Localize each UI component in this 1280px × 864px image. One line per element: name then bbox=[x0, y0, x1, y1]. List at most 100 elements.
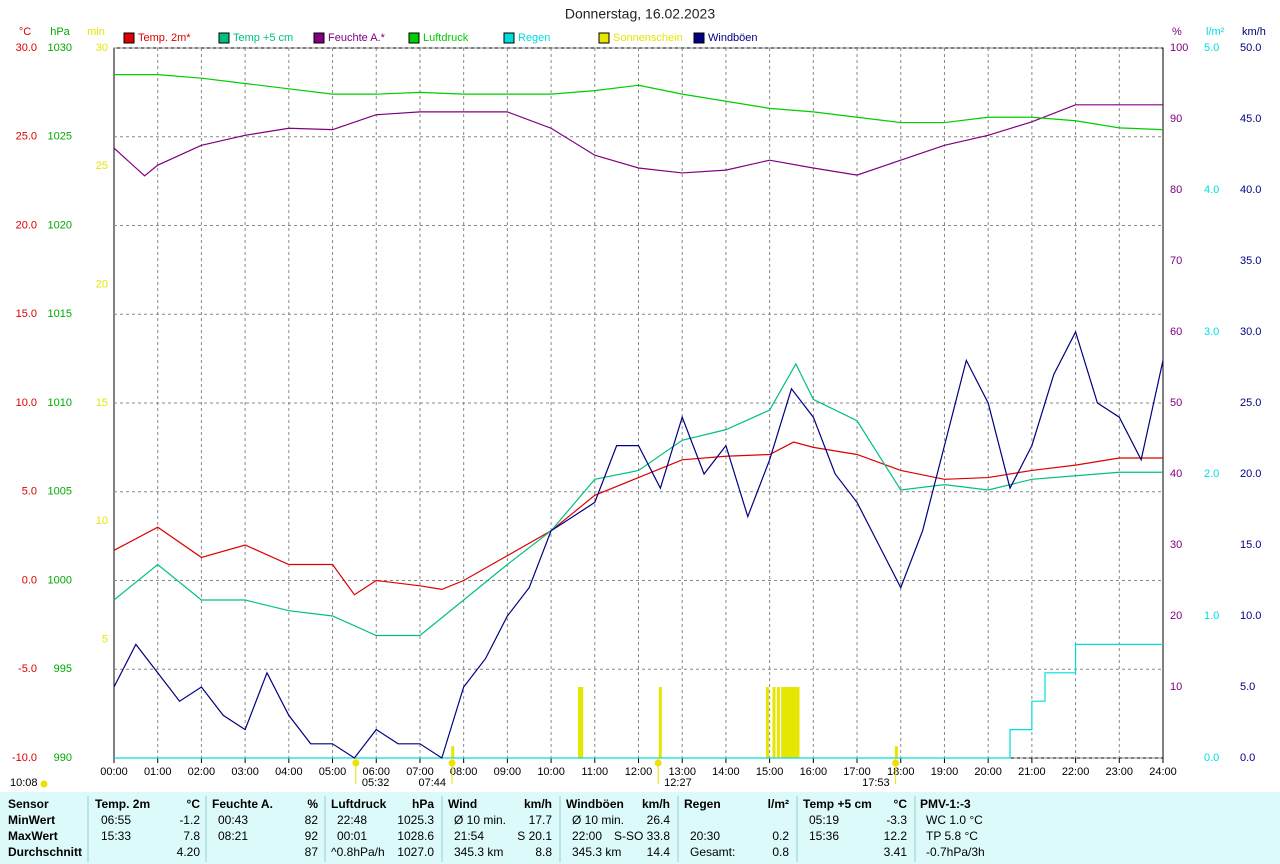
cell-value: 17.7 bbox=[529, 813, 553, 827]
column-unit: hPa bbox=[412, 797, 434, 811]
sunshine-bar bbox=[783, 687, 787, 758]
y-tick-label: 40.0 bbox=[1240, 184, 1261, 196]
cell-text: 00:01 bbox=[337, 829, 367, 843]
cell-value: 1027.0 bbox=[397, 845, 434, 859]
y-tick-label: 100 bbox=[1170, 42, 1188, 54]
y-tick-label: 1.0 bbox=[1204, 610, 1219, 622]
cell-text: 08:21 bbox=[218, 829, 248, 843]
y-tick-label: 10.0 bbox=[16, 397, 37, 409]
cell-text: Gesamt: bbox=[690, 845, 735, 859]
sunshine-bar bbox=[789, 687, 793, 758]
x-tick-label: 02:00 bbox=[188, 766, 216, 778]
legend-swatch bbox=[218, 32, 230, 44]
cell-text: 15:33 bbox=[101, 829, 131, 843]
legend-label: Windböen bbox=[708, 32, 758, 44]
x-tick-label: 11:00 bbox=[581, 766, 608, 778]
sunshine-bar bbox=[792, 687, 796, 758]
axis-unit: °C bbox=[19, 26, 31, 38]
cell-text: 06:55 bbox=[101, 813, 131, 827]
series-line bbox=[113, 362, 1163, 637]
column-header: Regen bbox=[684, 797, 721, 811]
cell-value: 1028.6 bbox=[397, 829, 434, 843]
legend-label: Temp. 2m* bbox=[138, 32, 191, 44]
column-header: Temp. 2m bbox=[95, 797, 150, 811]
sunshine-bar bbox=[796, 687, 800, 758]
cell-value: 87 bbox=[305, 845, 319, 859]
cell-value: S 20.1 bbox=[517, 829, 552, 843]
x-tick-label: 21:00 bbox=[1018, 766, 1046, 778]
y-tick-label: 15.0 bbox=[16, 308, 37, 320]
cell-text: 15:36 bbox=[809, 829, 839, 843]
cell-value: 26.4 bbox=[647, 813, 671, 827]
y-tick-label: 0.0 bbox=[22, 574, 37, 586]
cell-text: -0.7hPa/3h bbox=[926, 845, 985, 859]
legend-label: Temp +5 cm bbox=[233, 32, 293, 44]
x-tick-label: 01:00 bbox=[144, 766, 172, 778]
sunshine-bar bbox=[781, 687, 785, 758]
legend-swatch bbox=[123, 32, 135, 44]
y-tick-label: 35.0 bbox=[1240, 255, 1261, 267]
y-tick-label: 15.0 bbox=[1240, 539, 1261, 551]
x-tick-label: 12:00 bbox=[625, 766, 653, 778]
series-line bbox=[114, 74, 1164, 131]
x-tick-label: 20:00 bbox=[974, 766, 1002, 778]
sunshine-bar bbox=[577, 687, 581, 758]
y-tick-label: 5.0 bbox=[1204, 42, 1219, 54]
x-tick-label: 06:00 bbox=[362, 766, 390, 778]
y-tick-label: 5 bbox=[102, 634, 108, 646]
y-tick-label: 4.0 bbox=[1204, 184, 1219, 196]
x-tick-label: 23:00 bbox=[1106, 766, 1134, 778]
y-tick-label: 20.0 bbox=[1240, 468, 1261, 480]
y-tick-label: 30 bbox=[1170, 539, 1182, 551]
cell-value: 12.2 bbox=[884, 829, 908, 843]
row-label: MaxWert bbox=[8, 829, 58, 843]
legend-label: Luftdruck bbox=[423, 32, 469, 44]
cell-value: 0.2 bbox=[772, 829, 789, 843]
cell-text: 345.3 km bbox=[572, 845, 621, 859]
sun-time: 07:44 bbox=[418, 777, 446, 789]
cell-text: 00:43 bbox=[218, 813, 248, 827]
sunshine-bar bbox=[776, 687, 780, 758]
y-tick-label: 80 bbox=[1170, 184, 1182, 196]
cell-value: 92 bbox=[305, 829, 319, 843]
series-line bbox=[113, 330, 1164, 759]
cell-value: 1025.3 bbox=[397, 813, 434, 827]
column-unit: °C bbox=[894, 797, 908, 811]
cell-text: ^0.8hPa/h bbox=[331, 845, 385, 859]
legend-swatch bbox=[693, 32, 705, 44]
y-tick-label: 60 bbox=[1170, 326, 1182, 338]
cell-value: 4.20 bbox=[177, 845, 201, 859]
day-length: 10:08 bbox=[10, 777, 38, 789]
legend-label: Sonnenschein bbox=[613, 32, 683, 44]
x-tick-label: 18:00 bbox=[887, 766, 915, 778]
sun-time: 05:32 bbox=[362, 777, 390, 789]
axis-unit: l/m² bbox=[1206, 26, 1225, 38]
stats-table: Sensor MinWert MaxWert Durchschnitt Temp. 2m… bbox=[8, 796, 985, 862]
y-tick-label: 10 bbox=[96, 515, 108, 527]
y-tick-label: 0.0 bbox=[1240, 752, 1255, 764]
y-tick-label: 990 bbox=[54, 752, 72, 764]
y-tick-label: 25.0 bbox=[16, 131, 37, 143]
y-tick-label: 0.0 bbox=[1204, 752, 1219, 764]
y-tick-label: 1010 bbox=[48, 397, 72, 409]
cell-value: 3.41 bbox=[884, 845, 908, 859]
y-tick-label: 1025 bbox=[48, 131, 72, 143]
column-header: Feuchte A. bbox=[212, 797, 273, 811]
y-tick-label: 40 bbox=[1170, 468, 1182, 480]
cell-value: S-SO 33.8 bbox=[614, 829, 670, 843]
cell-text: 22:00 bbox=[572, 829, 602, 843]
cell-value: 7.8 bbox=[183, 829, 200, 843]
column-unit: l/m² bbox=[768, 797, 789, 811]
x-tick-label: 00:00 bbox=[100, 766, 128, 778]
y-tick-label: -10.0 bbox=[12, 752, 37, 764]
cell-text: 20:30 bbox=[690, 829, 720, 843]
cell-text: TP 5.8 °C bbox=[926, 829, 978, 843]
y-tick-label: 45.0 bbox=[1240, 113, 1261, 125]
cell-text: Ø 10 min. bbox=[454, 813, 506, 827]
y-tick-label: 50.0 bbox=[1240, 42, 1261, 54]
cell-value: 8.8 bbox=[535, 845, 552, 859]
chart-title: Donnerstag, 16.02.2023 bbox=[565, 6, 715, 22]
series-line bbox=[113, 441, 1163, 596]
cell-text: Ø 10 min. bbox=[572, 813, 624, 827]
